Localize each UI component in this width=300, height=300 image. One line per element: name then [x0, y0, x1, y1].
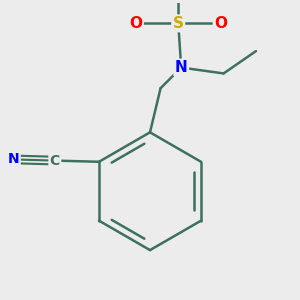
Text: S: S [173, 16, 184, 31]
Text: O: O [214, 16, 227, 31]
Text: C: C [50, 154, 60, 168]
Text: N: N [8, 152, 20, 167]
Text: O: O [129, 16, 142, 31]
Text: N: N [175, 60, 188, 75]
